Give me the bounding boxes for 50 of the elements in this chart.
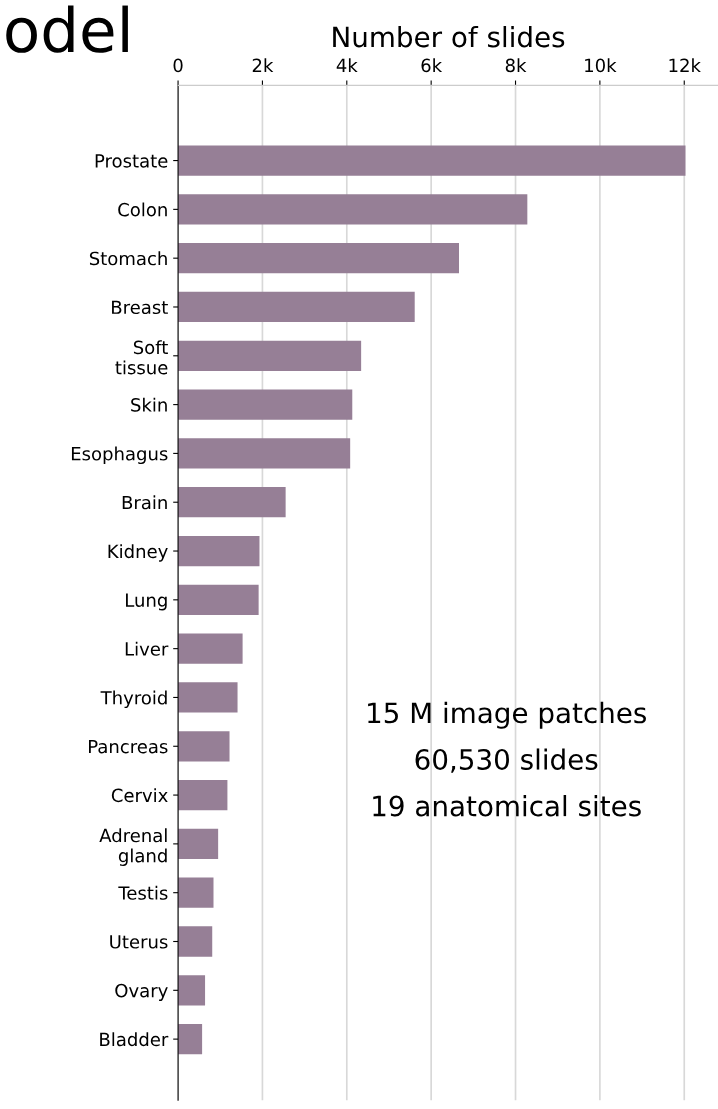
y-tick-label: Colon [118,202,167,217]
chart-title: odel [6,5,128,53]
y-tick-label: Bladder [100,1032,169,1047]
bar [178,1023,203,1055]
x-tick-label: 10k [585,58,617,73]
annotation: 15 M image patches [368,701,646,729]
bar [178,291,415,323]
bar [178,926,213,957]
x-tick-label: 8k [505,58,527,73]
y-tick-label: Stomach [89,251,167,266]
y-tick-label: Cervix [111,788,168,803]
x-tick-label: 12k [669,58,701,72]
annotation: 60,530 slides [415,748,598,773]
y-tick-label: Prostate [95,154,168,168]
bar [178,731,230,762]
y-tick-label: Testis [118,885,168,900]
y-tick-label: Liver [125,641,169,656]
x-tick-label: 2k [252,58,274,72]
bar [178,975,206,1006]
bar [178,340,362,371]
bar [178,779,228,811]
y-tick-label: Skin [131,397,167,412]
bar [178,194,528,225]
x-tick-label: 0 [173,58,183,73]
y-tick-label: Esophagus [71,446,168,465]
y-tick-label: Brain [122,495,167,510]
bar [178,877,214,908]
x-axis-title: Number of slides [333,25,565,48]
y-tick-label: Breast [112,300,168,315]
y-tick-label: Uterus [110,935,168,949]
y-tick-label: Thyroid [100,690,167,709]
x-tick-label: 4k [336,58,358,72]
y-tick-label: Adrenal gland [99,828,167,866]
y-tick-label: Kidney [108,544,168,562]
bar [178,682,238,713]
bar [178,487,286,518]
bar [178,243,459,274]
bar [178,389,353,420]
y-tick-label: Pancreas [89,739,168,754]
y-tick-label: Ovary [115,983,168,1001]
x-tick-label: 6k [421,58,443,73]
bar [178,633,243,664]
bar [178,145,686,176]
bar [178,535,260,567]
y-tick-label: Lung [126,593,167,611]
bar [178,828,219,860]
annotation: 19 anatomical sites [373,795,641,817]
bar [178,438,351,469]
y-tick-label: Soft tissue [115,340,168,375]
bar [178,584,259,615]
